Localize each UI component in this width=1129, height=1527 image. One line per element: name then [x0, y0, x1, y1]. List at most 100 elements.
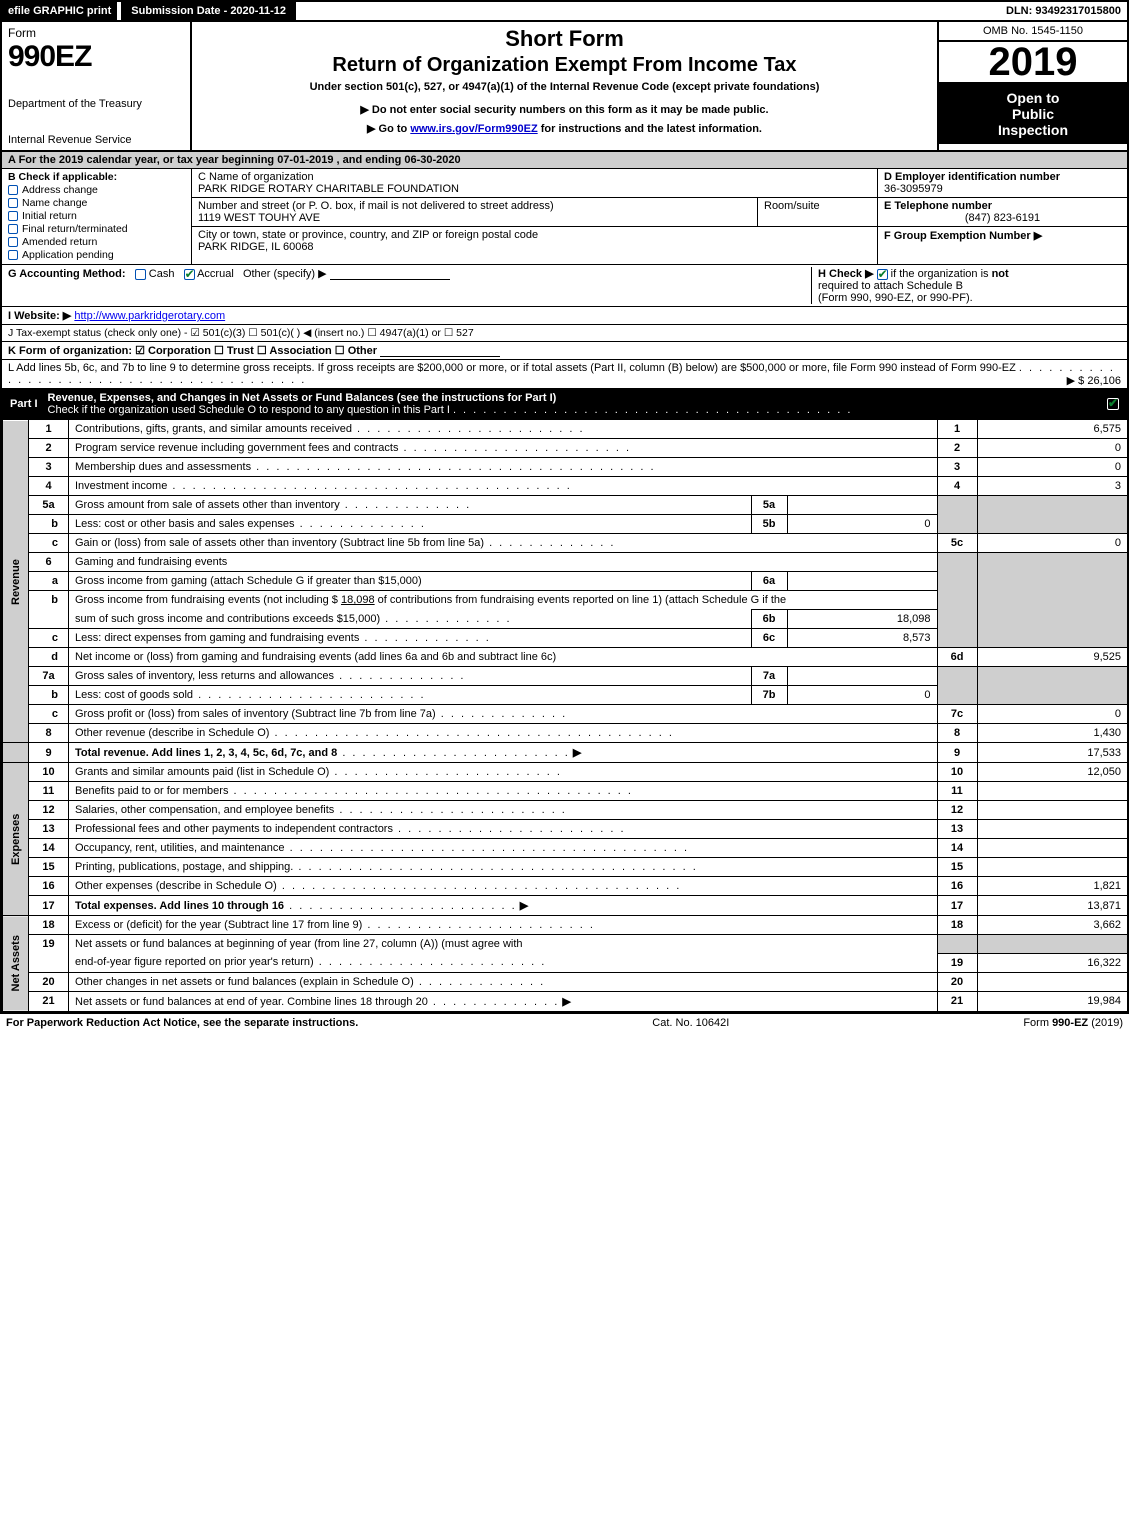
col-d-e-f: D Employer identification number 36-3095…: [877, 169, 1127, 264]
cash-label: Cash: [149, 268, 175, 280]
opt-address-change[interactable]: Address change: [8, 184, 185, 196]
line-7b: b Less: cost of goods sold 7b 0: [3, 686, 1128, 705]
part-1-header: Part I Revenue, Expenses, and Changes in…: [2, 389, 1127, 419]
line-19-1: 19 Net assets or fund balances at beginn…: [3, 935, 1128, 954]
accrual-label: Accrual: [197, 268, 234, 280]
tax-year: 2019: [939, 42, 1127, 84]
line-2: 2 Program service revenue including gove…: [3, 439, 1128, 458]
other-specify-input[interactable]: [330, 268, 450, 280]
line-4: 4 Investment income 4 3: [3, 477, 1128, 496]
checkbox-icon: [8, 198, 18, 208]
line-8: 8 Other revenue (describe in Schedule O)…: [3, 724, 1128, 743]
header-center: Short Form Return of Organization Exempt…: [192, 22, 937, 150]
dots-icon: [228, 785, 633, 797]
arrow-icon: [570, 747, 582, 759]
addr-value: 1119 WEST TOUHY AVE: [198, 212, 751, 224]
room-label: Room/suite: [764, 200, 871, 212]
checkbox-icon: [8, 185, 18, 195]
row-a-tax-year: A For the 2019 calendar year, or tax yea…: [2, 152, 1127, 169]
line-15: 15 Printing, publications, postage, and …: [3, 858, 1128, 877]
line-19-2: end-of-year figure reported on prior yea…: [3, 953, 1128, 972]
subtitle-link-prefix: ▶ Go to: [367, 123, 410, 135]
dots-icon: [193, 689, 426, 701]
form-990ez-page: efile GRAPHIC print Submission Date - 20…: [0, 0, 1129, 1014]
row-l-gross-receipts: L Add lines 5b, 6c, and 7b to line 9 to …: [2, 360, 1127, 389]
dept-irs: Internal Revenue Service: [8, 134, 184, 146]
line-6b-2: sum of such gross income and contributio…: [3, 610, 1128, 629]
revenue-section-label: Revenue: [3, 420, 29, 743]
line-16: 16 Other expenses (describe in Schedule …: [3, 877, 1128, 896]
part-1-subtitle: Check if the organization used Schedule …: [48, 404, 450, 416]
col-c-org-info: C Name of organization PARK RIDGE ROTARY…: [192, 169, 877, 264]
irs-link[interactable]: www.irs.gov/Form990EZ: [410, 123, 537, 135]
row-l-amount: ▶ $ 26,106: [1067, 374, 1121, 387]
line-6: 6 Gaming and fundraising events: [3, 553, 1128, 572]
org-name: PARK RIDGE ROTARY CHARITABLE FOUNDATION: [198, 183, 871, 195]
form-number: 990EZ: [8, 40, 184, 74]
accrual-checkbox[interactable]: [184, 269, 195, 280]
opt-initial-return[interactable]: Initial return: [8, 210, 185, 222]
line-5c: c Gain or (loss) from sale of assets oth…: [3, 534, 1128, 553]
dots-icon: [334, 804, 567, 816]
omb-number: OMB No. 1545-1150: [939, 22, 1127, 42]
line-20: 20 Other changes in net assets or fund b…: [3, 972, 1128, 991]
opt-amended-return[interactable]: Amended return: [8, 236, 185, 248]
line-5a: 5a Gross amount from sale of assets othe…: [3, 496, 1128, 515]
submission-date: Submission Date - 2020-11-12: [121, 2, 296, 20]
cash-checkbox[interactable]: [135, 269, 146, 280]
dots-icon: [359, 632, 490, 644]
dots-icon: [398, 442, 631, 454]
row-h: H Check ▶ if the organization is not req…: [811, 267, 1121, 304]
line-3: 3 Membership dues and assessments 3 0: [3, 458, 1128, 477]
opt-name-change[interactable]: Name change: [8, 197, 185, 209]
form-word: Form: [8, 26, 184, 40]
dots-icon: [295, 518, 426, 530]
row-k-form-of-org: K Form of organization: ☑ Corporation ☐ …: [2, 342, 1127, 360]
dots-icon: [453, 404, 852, 416]
header-right: OMB No. 1545-1150 2019 Open to Public In…: [937, 22, 1127, 150]
website-link[interactable]: http://www.parkridgerotary.com: [74, 310, 225, 322]
line-12: 12 Salaries, other compensation, and emp…: [3, 801, 1128, 820]
dots-icon: [329, 766, 562, 778]
opt-final-return[interactable]: Final return/terminated: [8, 223, 185, 235]
line-11: 11 Benefits paid to or for members 11: [3, 782, 1128, 801]
title-short-form: Short Form: [200, 26, 929, 52]
footer-right: Form 990-EZ (2019): [1023, 1017, 1123, 1029]
line-7a: 7a Gross sales of inventory, less return…: [3, 667, 1128, 686]
line-6b-1: b Gross income from fundraising events (…: [3, 591, 1128, 610]
efile-label: efile GRAPHIC print: [2, 2, 117, 20]
dots-icon: [340, 499, 471, 511]
line-13: 13 Professional fees and other payments …: [3, 820, 1128, 839]
h-text2: required to attach Schedule B: [818, 280, 963, 292]
dots-icon: [362, 919, 595, 931]
h-not: not: [992, 268, 1009, 280]
dots-icon: [285, 842, 690, 854]
dots-icon: [314, 956, 547, 968]
addr-label: Number and street (or P. O. box, if mail…: [198, 200, 751, 212]
opt-application-pending[interactable]: Application pending: [8, 249, 185, 261]
h-checkbox[interactable]: [877, 269, 888, 280]
h-label: H Check ▶: [818, 268, 874, 280]
row-g-h: G Accounting Method: Cash Accrual Other …: [2, 265, 1127, 307]
city-value: PARK RIDGE, IL 60068: [198, 241, 871, 253]
other-org-input[interactable]: [380, 345, 500, 357]
line-17: 17 Total expenses. Add lines 10 through …: [3, 896, 1128, 916]
col-b-checkboxes: B Check if applicable: Address change Na…: [2, 169, 192, 264]
dots-icon: [352, 423, 585, 435]
phone-label: E Telephone number: [884, 200, 1121, 212]
checkbox-icon: [8, 250, 18, 260]
line-14: 14 Occupancy, rent, utilities, and maint…: [3, 839, 1128, 858]
dln: DLN: 93492317015800: [1000, 3, 1127, 19]
checkbox-icon: [8, 237, 18, 247]
subtitle-section: Under section 501(c), 527, or 4947(a)(1)…: [200, 81, 929, 93]
ein-value: 36-3095979: [884, 183, 1121, 195]
ein-label: D Employer identification number: [884, 171, 1121, 183]
h-text1: if the organization is: [891, 268, 992, 280]
row-k-content: K Form of organization: ☑ Corporation ☐ …: [8, 345, 377, 357]
line-9: 9 Total revenue. Add lines 1, 2, 3, 4, 5…: [3, 743, 1128, 763]
dots-icon: [284, 900, 517, 912]
dots-icon: [393, 823, 626, 835]
dots-icon: [428, 996, 559, 1008]
schedule-o-checkbox[interactable]: [1107, 398, 1119, 410]
page-footer: For Paperwork Reduction Act Notice, see …: [0, 1014, 1129, 1032]
